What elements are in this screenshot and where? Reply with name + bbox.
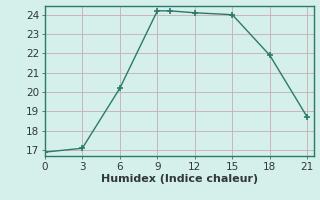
X-axis label: Humidex (Indice chaleur): Humidex (Indice chaleur) bbox=[100, 174, 258, 184]
